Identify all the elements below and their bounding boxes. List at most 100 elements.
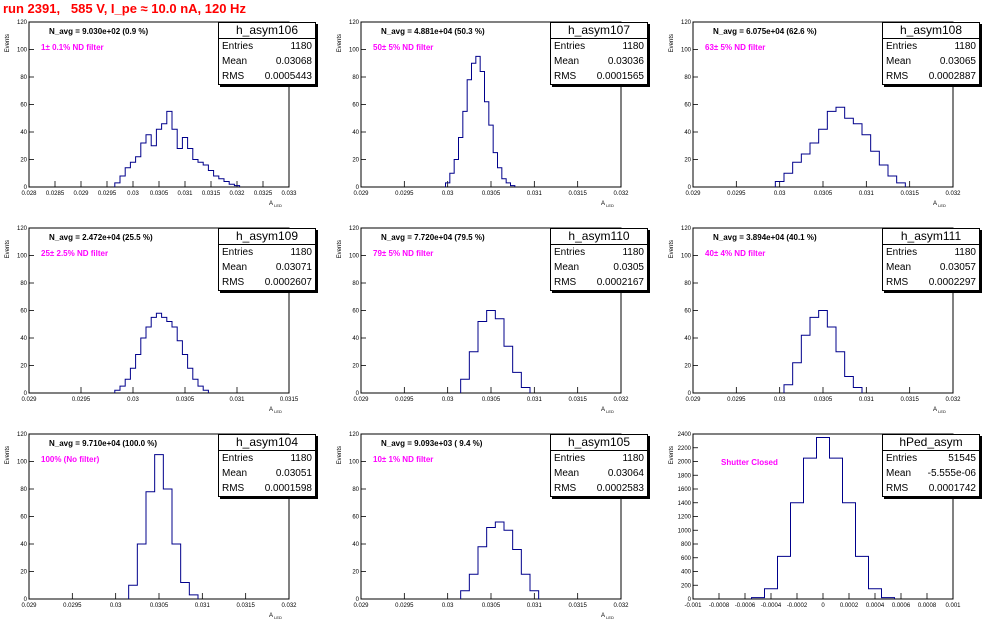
histogram-plot: 0 20 40 60 80 100 120 0.029 0.0295 0.03 0.0305 0.03… (669, 20, 961, 208)
navg-label: N_avg = 9.710e+04 (100.0 %) (49, 439, 158, 448)
histogram-bin (167, 322, 172, 394)
histogram-plot: 0 20 40 60 80 100 120 0.029 0.0295 0.03 0.0305 0.03… (669, 226, 961, 414)
histogram-bin (845, 118, 854, 187)
histogram-plot: 0 20 40 60 80 100 120 0.028 0.0285 0.029 0.0295 0.0… (5, 20, 297, 208)
stats-value-mean: 0.03036 (607, 56, 644, 67)
stats-value-rms: 0.0001598 (264, 483, 312, 494)
histogram-panel-h_asym106: 0 20 40 60 80 100 120 0.028 0.0285 0.029 0.0295 0.0… (0, 12, 332, 219)
filter-annotation: 79± 5% ND filter (373, 249, 434, 258)
histogram-bin (181, 583, 190, 600)
histogram-bin (203, 165, 208, 187)
stats-row-rms: RMS 0.0002607 (219, 275, 315, 290)
stats-label-entries: Entries (222, 453, 254, 464)
x-tick-label: 0.029 (353, 603, 369, 609)
y-tick-label: 100 (17, 48, 28, 54)
x-tick-label: 0.031 (195, 603, 211, 609)
histogram-bin (146, 135, 151, 187)
y-tick-label: 0 (24, 185, 28, 191)
histogram-bin (521, 574, 530, 599)
stats-title: h_asym107 (551, 23, 647, 39)
y-tick-label: 0 (356, 185, 360, 191)
histogram-bin (836, 352, 845, 393)
histogram-bin (819, 311, 828, 394)
histogram-outline (460, 310, 531, 393)
y-tick-label: 20 (20, 364, 27, 370)
histogram-bin (125, 379, 130, 393)
y-tick-label: 60 (684, 309, 691, 315)
stats-label-entries: Entries (886, 453, 918, 464)
x-tick-label: 0.031 (229, 397, 245, 403)
stats-value-mean: 0.03065 (939, 56, 976, 67)
navg-label: N_avg = 2.472e+04 (25.5 %) (49, 233, 153, 242)
x-tick-label: -0.001 (684, 603, 702, 609)
y-tick-label: 120 (349, 20, 360, 26)
x-tick-label: 0.0295 (63, 603, 82, 609)
y-tick-label: 80 (684, 75, 691, 81)
y-tick-label: 0 (24, 391, 28, 397)
histogram-bin (888, 176, 897, 187)
x-axis-label: A LED (933, 407, 946, 414)
y-tick-label: 60 (20, 309, 27, 315)
histogram-bin (504, 530, 513, 599)
x-tick-label: 0.029 (353, 397, 369, 403)
histogram-bin (793, 162, 802, 187)
y-tick-label: 80 (352, 487, 359, 493)
histogram-bin (513, 550, 522, 600)
filter-annotation: 10± 1% ND filter (373, 455, 434, 464)
stats-label-entries: Entries (554, 41, 586, 52)
stats-row-mean: Mean 0.03071 (219, 260, 315, 275)
histogram-bin (791, 503, 804, 599)
histogram-bin (778, 556, 791, 599)
y-tick-label: 120 (17, 432, 28, 438)
histogram-bin (879, 165, 888, 187)
histogram-bin (214, 176, 219, 187)
stats-row-mean: Mean 0.0305 (551, 260, 647, 275)
x-tick-label: 0.032 (229, 191, 245, 197)
histogram-bin (495, 522, 504, 599)
histogram-bin (224, 182, 229, 188)
navg-label: N_avg = 3.894e+04 (40.1 %) (713, 233, 817, 242)
stats-value-rms: 0.0002887 (928, 71, 976, 82)
x-tick-label: -0.0004 (761, 603, 782, 609)
y-tick-label: 40 (20, 130, 27, 136)
stats-label-entries: Entries (554, 247, 586, 258)
stats-row-mean: Mean 0.03064 (551, 466, 647, 481)
x-tick-label: 0.0315 (568, 603, 587, 609)
x-tick-label: 0.032 (945, 191, 961, 197)
x-tick-label: 0.03 (442, 397, 454, 403)
x-tick-label: 0.029 (353, 191, 369, 197)
x-axis-label: A LED (601, 201, 614, 208)
stats-row-entries: Entries 1180 (551, 39, 647, 54)
histogram-bin (136, 157, 141, 187)
histogram-bin (188, 368, 193, 393)
histogram-panel-h_asym107: 0 20 40 60 80 100 120 0.029 0.0295 0.03 0.0305 0.03… (332, 12, 664, 219)
y-tick-label: 1200 (678, 515, 692, 521)
histogram-outline (114, 312, 209, 393)
y-tick-label: 20 (352, 364, 359, 370)
x-tick-label: 0.0285 (46, 191, 65, 197)
x-tick-label: 0.0305 (482, 603, 501, 609)
y-axis-label: Events (5, 240, 11, 258)
x-axis-label: A LED (933, 201, 946, 208)
histogram-plot: 0 20 40 60 80 100 120 0.029 0.0295 0.03 0.0305 0.03… (5, 226, 299, 414)
y-tick-label: 80 (352, 75, 359, 81)
x-axis-label: A LED (269, 407, 282, 414)
x-tick-label: 0 (821, 603, 825, 609)
y-axis-label: Events (669, 240, 675, 258)
stats-value-rms: 0.0001742 (928, 483, 976, 494)
x-tick-label: 0.031 (527, 397, 543, 403)
stats-label-rms: RMS (222, 483, 245, 494)
histogram-bin (463, 111, 467, 187)
run-title: run 2391, 585 V, I_pe ≈ 10.0 nA, 120 Hz (3, 1, 246, 16)
stats-box: h_asym107 Entries 1180 Mean 0.03036 RMS 0.0001… (550, 22, 648, 85)
x-tick-label: 0.0305 (150, 191, 169, 197)
y-tick-label: 100 (17, 254, 28, 260)
histogram-bin (156, 129, 161, 187)
histogram-bin (156, 313, 161, 393)
histogram-bin (478, 547, 487, 599)
stats-row-entries: Entries 1180 (551, 451, 647, 466)
histogram-bin (801, 335, 810, 393)
histogram-bin (172, 544, 181, 599)
stats-row-rms: RMS 0.0002297 (883, 275, 979, 290)
stats-label-rms: RMS (886, 277, 909, 288)
